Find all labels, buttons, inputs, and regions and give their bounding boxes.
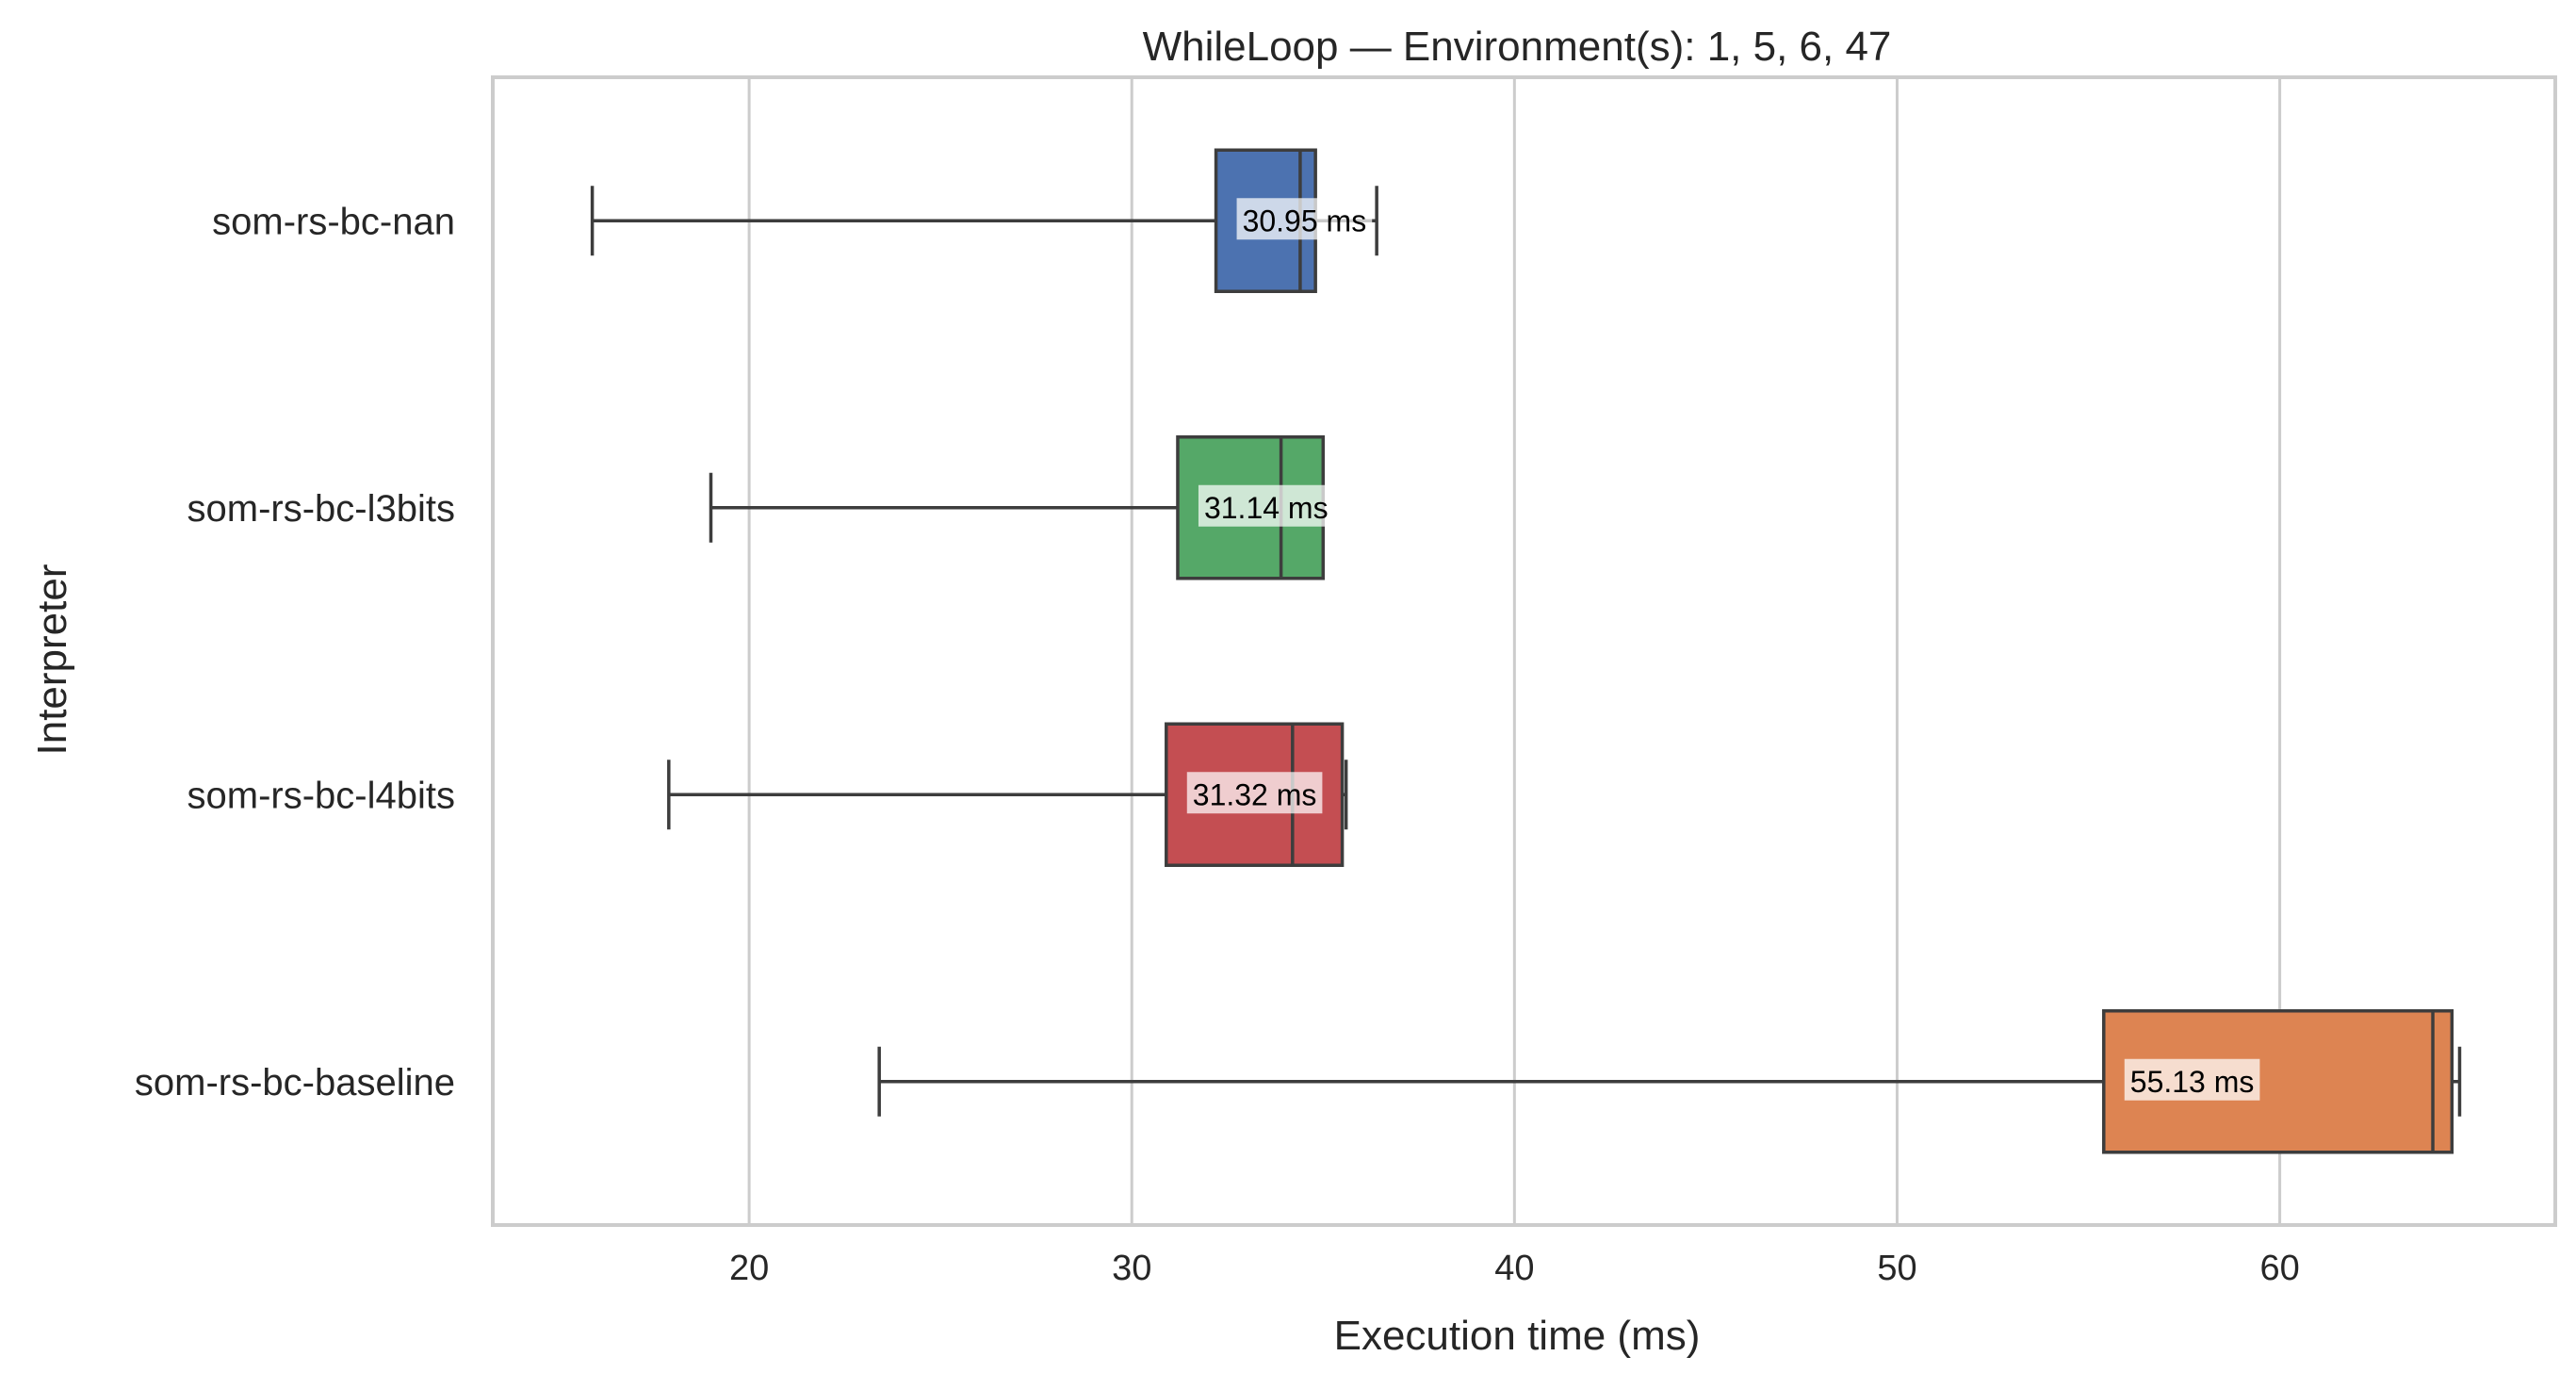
mean-label-background xyxy=(1198,484,1334,527)
mean-label: 31.32 ms xyxy=(1193,777,1317,811)
mean-label: 55.13 ms xyxy=(2130,1065,2255,1099)
y-tick-labels: som-rs-bc-nan som-rs-bc-l3bits som-rs-bc-l… xyxy=(135,201,455,1103)
grid-lines xyxy=(747,77,2282,1225)
mean-label: 30.95 ms xyxy=(1243,204,1367,237)
chart-title: WhileLoop — Environment(s): 1, 5, 6, 47 xyxy=(1143,24,1892,70)
box-som-rs-bc-l3bits: 31.14 ms xyxy=(709,435,1334,580)
mean-label-background xyxy=(1186,772,1323,814)
box-som-rs-bc-baseline: 55.13 ms xyxy=(877,1009,2462,1154)
plot-frame xyxy=(491,75,2557,1227)
x-tick-label: 30 xyxy=(1112,1249,1151,1288)
box-plots: 30.95 ms 31.14 ms 31.32 ms 55.13 ms xyxy=(590,148,2462,1154)
y-axis-label: Interpreter xyxy=(29,564,75,756)
x-tick-label: 50 xyxy=(1877,1249,1916,1288)
mean-label-background xyxy=(1236,198,1373,240)
y-tick-label: som-rs-bc-baseline xyxy=(135,1062,455,1103)
x-tick-label: 60 xyxy=(2259,1249,2299,1288)
x-tick-labels: 20 30 40 50 60 xyxy=(729,1249,2300,1288)
y-tick-label: som-rs-bc-nan xyxy=(212,201,455,242)
y-tick-label: som-rs-bc-l3bits xyxy=(187,488,455,530)
y-tick-label: som-rs-bc-l4bits xyxy=(187,775,455,816)
x-tick-label: 20 xyxy=(729,1249,769,1288)
x-tick-label: 40 xyxy=(1494,1249,1534,1288)
mean-label-background xyxy=(2124,1058,2260,1101)
box-som-rs-bc-nan: 30.95 ms xyxy=(590,148,1378,293)
x-axis-label: Execution time (ms) xyxy=(1334,1313,1701,1359)
box-som-rs-bc-l4bits: 31.32 ms xyxy=(667,722,1348,867)
mean-label: 31.14 ms xyxy=(1204,491,1329,525)
